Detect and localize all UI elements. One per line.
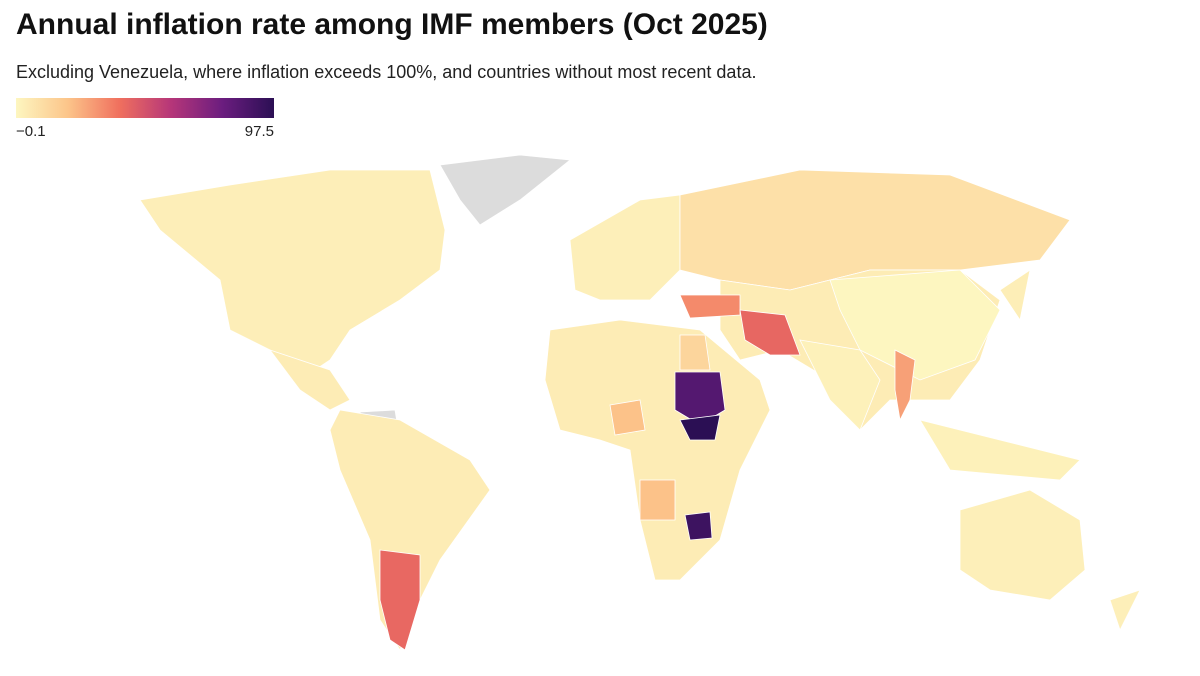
country: [609, 399, 646, 436]
country: [684, 511, 713, 541]
country: [679, 334, 711, 371]
country: [959, 489, 1086, 601]
country: [544, 319, 771, 581]
country: [919, 419, 1081, 481]
country: [639, 479, 676, 521]
legend-bar: [16, 98, 274, 118]
country: [829, 269, 1001, 381]
no-data-region: [439, 154, 572, 226]
legend-tick-label: −0.1: [16, 123, 46, 140]
country: [569, 194, 681, 301]
country: [1109, 589, 1141, 632]
country: [679, 294, 741, 319]
map: [139, 154, 1141, 651]
title: Annual inflation rate among IMF members …: [16, 8, 768, 41]
country: [739, 309, 801, 356]
country: [999, 269, 1031, 322]
country: [894, 349, 916, 422]
country: [268, 349, 351, 411]
subtitle: Excluding Venezuela, where inflation exc…: [16, 62, 756, 82]
country: [799, 339, 881, 431]
legend-tick-label: 97.5: [245, 123, 274, 140]
country: [679, 414, 721, 441]
country: [139, 169, 446, 381]
country: [379, 549, 421, 651]
